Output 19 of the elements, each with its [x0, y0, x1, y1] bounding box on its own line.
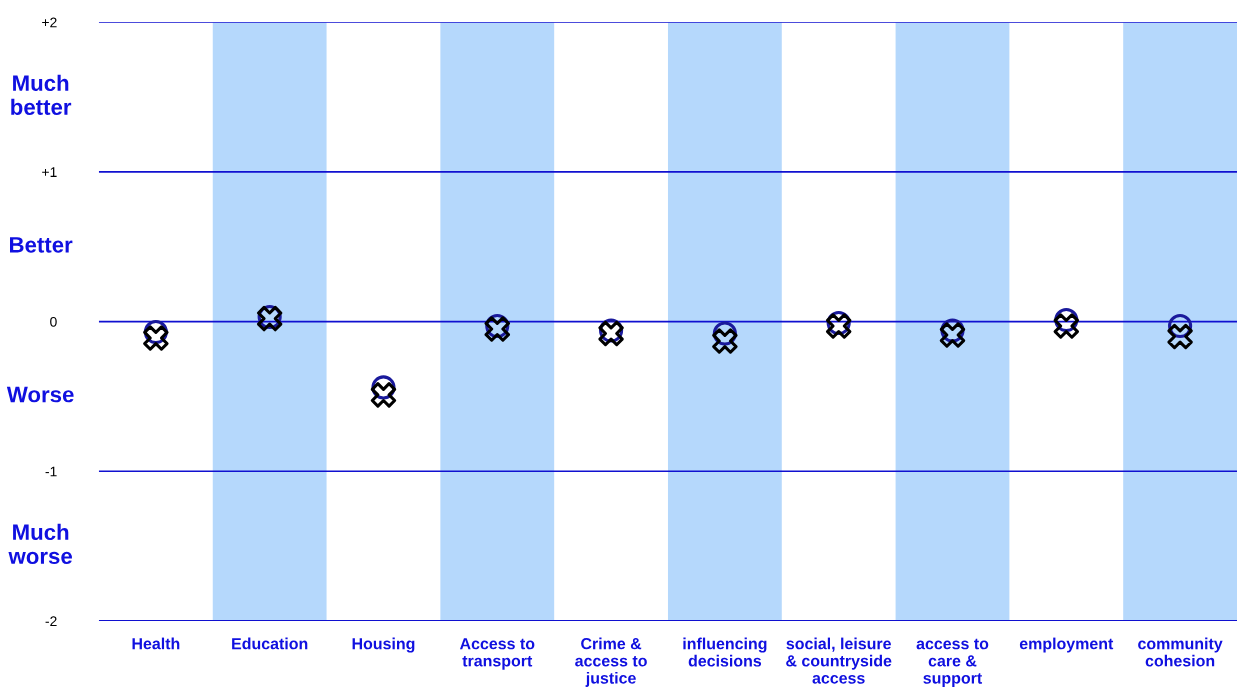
- y-tick-label: 0: [50, 316, 57, 327]
- text: Much better: [11, 74, 72, 115]
- text: Much worse: [8, 523, 72, 565]
- x-tick-label: access to care & support: [916, 638, 989, 687]
- x-tick-label: community cohesion: [1138, 637, 1223, 667]
- x-tick-label: social, leisure & countryside access: [786, 637, 892, 684]
- x-tick-label: employment: [1019, 637, 1114, 653]
- y-tick-label: +2: [42, 17, 57, 28]
- x-tick-label: Access to transport: [459, 638, 535, 670]
- x-tick-label: Crime & access to justice: [575, 637, 647, 687]
- y-tick-label: +1: [42, 167, 57, 177]
- text: Worse: [6, 386, 74, 403]
- x-tick-label: influencing decisions: [683, 637, 767, 667]
- x-tick-label: Health: [132, 637, 180, 650]
- y-tick-label: -1: [45, 466, 57, 477]
- x-tick-label: Housing: [352, 637, 415, 653]
- y-tick-label: -2: [45, 616, 57, 626]
- x-tick-label: Education: [232, 637, 308, 650]
- text: Better: [10, 237, 73, 253]
